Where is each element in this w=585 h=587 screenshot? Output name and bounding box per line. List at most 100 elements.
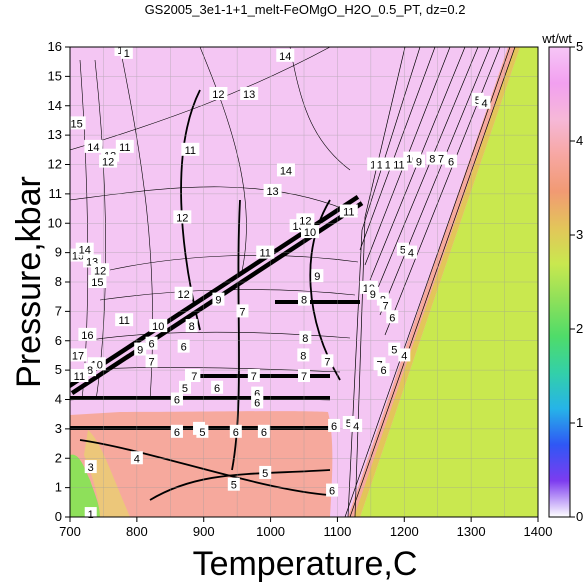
contour-label-text: 17 [72, 350, 84, 362]
contour-label-bg [445, 154, 458, 168]
contour-label: 10 [301, 225, 320, 239]
y-tick-label: 7 [55, 303, 62, 318]
contour-label-bg [263, 183, 282, 197]
contour-label-text: 8 [429, 154, 435, 166]
contour-label-text: 12 [102, 157, 114, 169]
contour-label-bg [301, 225, 320, 239]
colorbar-label: wt/wt [541, 31, 572, 46]
contour-label-text: 4 [408, 248, 414, 260]
contour-label-text: 5 [231, 480, 237, 492]
contour-label-text: 12 [212, 89, 224, 101]
contour-label-bg [350, 418, 363, 432]
contour-label-bg [321, 354, 334, 368]
contour-label: 7 [321, 354, 334, 368]
contour-label: 11 [181, 142, 200, 157]
contour-label: 10 [149, 319, 168, 333]
region-low-melt-yellow [84, 430, 130, 517]
contour-label-bg [130, 451, 143, 465]
contour-label-text: 6 [214, 383, 220, 395]
contour-label-bg [188, 369, 201, 382]
contour-label-bg [145, 354, 158, 368]
x-tick-label: 1300 [457, 524, 486, 539]
contour-label-text: 6 [261, 427, 267, 439]
contour-label-bg [326, 483, 339, 497]
contour-label-bg [78, 327, 97, 341]
contour-label: 4 [350, 418, 363, 433]
colorbar-ticks: 0 1 2 3 4 5 [570, 39, 583, 524]
contour-label-text: 10 [304, 227, 316, 239]
contour-label: 5 [227, 477, 240, 492]
contour-label-text: 7 [301, 371, 307, 383]
contour-label-bg [209, 87, 228, 100]
contour-label: 16 [78, 327, 97, 342]
contour-label-text: 7 [149, 356, 155, 368]
contour-label-bg [177, 339, 190, 353]
contour-label-bg [211, 380, 224, 394]
contour-label-bg [115, 139, 134, 153]
contour-label-bg [388, 342, 401, 356]
contour-label: 8 [297, 348, 310, 362]
contour-label: 11 [115, 313, 134, 327]
x-axis-label: Temperature,C [193, 545, 418, 583]
contour-label-text: 9 [314, 271, 320, 283]
contour-label: 11 [115, 139, 134, 154]
contour-label-text: 6 [389, 312, 395, 324]
contour-label: 4 [478, 95, 491, 110]
contour-label: 3 [84, 460, 97, 474]
contour-label: 14 [276, 163, 295, 177]
contour-label: 13 [240, 87, 259, 101]
chart-title: GS2005_3e1-1+1_melt-FeOMgO_H2O_0.5_PT, d… [145, 2, 466, 17]
contour-label-text: 7 [191, 371, 197, 383]
contour-label: 6 [328, 418, 341, 433]
contour-label-bg [299, 330, 312, 344]
x-tick-label: 1100 [323, 524, 351, 539]
contour-label: 9 [412, 154, 425, 169]
y-tick-label: 14 [48, 98, 62, 113]
contour-label: 14 [276, 48, 295, 63]
contour-label: 6 [229, 424, 242, 439]
contour-label-text: 7 [324, 356, 330, 368]
contour-label-bg [247, 369, 260, 382]
contour-label-bg [115, 313, 134, 327]
x-tick-label: 1000 [256, 524, 285, 539]
contour-label-bg [296, 213, 315, 227]
contour-label-bg [256, 245, 275, 259]
contour-label-text: 6 [181, 342, 187, 354]
contour-label-bg [298, 369, 310, 382]
y-tick-label: 3 [55, 421, 62, 436]
contour-label: 6 [170, 392, 183, 407]
contour-label: 14 [84, 139, 103, 154]
colorbar [548, 46, 571, 518]
contour-label-text: 6 [331, 421, 337, 433]
contour-label-text: 5 [346, 418, 352, 430]
contour-label-bg [178, 380, 191, 394]
contour-label: 6 [145, 336, 158, 351]
contour-label-bg [339, 204, 358, 218]
contour-label: 8 [185, 319, 198, 333]
contour-label-bg [88, 275, 107, 288]
contour-label-bg [236, 304, 249, 318]
contour-label: 13 [263, 183, 282, 198]
contour-label-bg [84, 139, 103, 153]
contour-label-bg [328, 418, 341, 432]
contour-label: 9 [311, 269, 324, 283]
contour-label: 12 [296, 213, 315, 227]
contour-label-bg [120, 45, 133, 59]
contour-label: 12 [91, 263, 110, 277]
contour-label-bg [227, 477, 240, 491]
contour-label-bg [70, 369, 89, 382]
contour-label-bg [67, 116, 86, 130]
contour-label-text: 14 [79, 245, 91, 257]
contour-label: 9 [212, 292, 225, 307]
contour-label-bg [149, 319, 168, 333]
contour-label-text: 13 [243, 89, 255, 101]
contour-label-text: 1 [124, 48, 130, 60]
y-tick-label: 13 [48, 127, 62, 142]
contour-label-text: 11 [74, 371, 85, 383]
contour-label-bg [412, 154, 425, 168]
contour-label-text: 8 [87, 365, 93, 377]
x-tick-label: 800 [126, 524, 148, 539]
y-tick-label: 1 [55, 480, 62, 495]
contour-label: 11 [256, 245, 275, 260]
contour-label-bg [251, 395, 264, 409]
